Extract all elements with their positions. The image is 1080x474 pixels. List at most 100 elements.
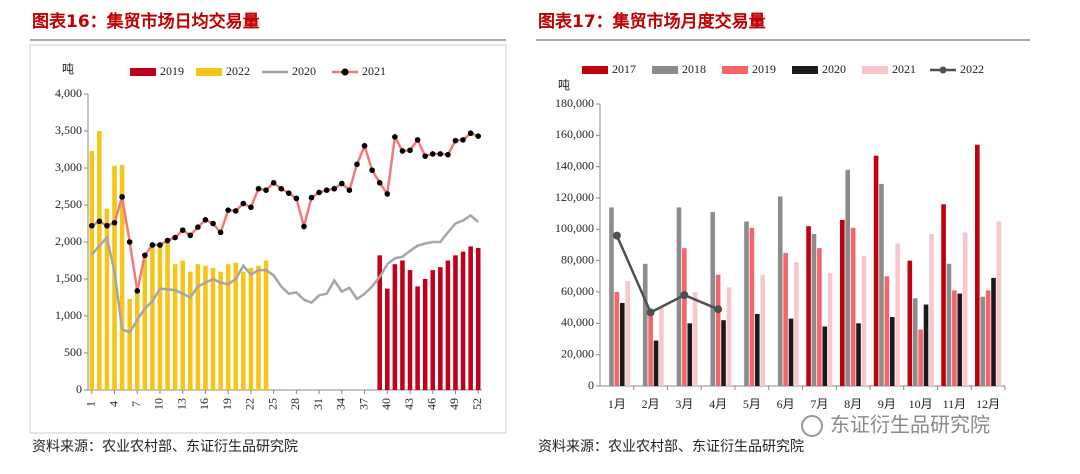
bar	[653, 340, 659, 386]
x-tick-label: 12月	[976, 397, 1000, 411]
bar	[127, 298, 132, 390]
bar	[884, 276, 890, 386]
bar	[692, 292, 698, 386]
legend-swatch	[582, 66, 608, 74]
marker	[680, 291, 689, 300]
bar	[907, 260, 913, 386]
marker	[195, 224, 201, 230]
bar	[687, 323, 693, 386]
bar	[241, 271, 246, 390]
bar	[952, 290, 957, 386]
bar	[438, 267, 443, 390]
y-tick-label: 1,500	[55, 271, 82, 285]
legend-label: 2022	[960, 62, 984, 76]
bar	[97, 131, 102, 390]
bar	[165, 238, 170, 390]
bar	[233, 262, 239, 390]
y-tick-label: 3,000	[55, 160, 82, 174]
marker	[422, 153, 428, 159]
marker	[414, 137, 421, 143]
y-tick-label: 1,000	[55, 308, 82, 322]
bar	[256, 265, 261, 390]
x-tick-label: 28	[288, 398, 302, 410]
chart-title: 图表17：集贸市场月度交易量	[538, 11, 766, 32]
bar	[788, 318, 794, 386]
bar	[817, 248, 822, 386]
bar	[957, 293, 963, 386]
bar	[941, 204, 946, 386]
legend-label: 2020	[822, 62, 846, 76]
marker	[210, 220, 216, 227]
marker	[714, 305, 723, 314]
marker	[126, 239, 133, 245]
line	[91, 131, 479, 292]
x-tick-label: 13	[174, 398, 188, 410]
marker	[346, 187, 353, 193]
bar	[946, 263, 952, 386]
y-tick-label: 0	[76, 382, 82, 396]
marker	[369, 167, 375, 174]
legend-swatch	[792, 66, 818, 74]
bar	[188, 271, 193, 390]
y-tick-label: 4,000	[55, 86, 82, 100]
x-tick-label: 4	[106, 401, 120, 407]
marker	[111, 219, 118, 226]
bar	[861, 255, 867, 386]
bar	[415, 286, 420, 390]
legend-label: 2019	[752, 62, 776, 76]
marker	[460, 137, 466, 143]
bar	[659, 307, 664, 386]
bar	[715, 274, 721, 386]
x-tick-label: 8月	[844, 397, 862, 411]
line	[90, 213, 480, 334]
x-tick-label: 40	[379, 398, 393, 410]
marker	[255, 185, 262, 192]
watermark: 东证衍生品研究院	[830, 413, 990, 437]
bar	[760, 274, 765, 386]
line	[615, 235, 719, 315]
bar	[845, 169, 851, 386]
bar	[218, 271, 223, 390]
y-tick-label: 500	[64, 345, 82, 359]
legend-swatch	[722, 66, 748, 74]
marker	[646, 308, 655, 317]
bar	[157, 245, 163, 390]
y-tick-label: 140,000	[555, 158, 594, 172]
bar	[850, 227, 856, 386]
bar	[422, 279, 428, 390]
legend-label: 2021	[362, 64, 386, 78]
y-axis-label: 吨	[62, 62, 74, 76]
bar	[392, 264, 398, 390]
marker	[612, 231, 621, 240]
x-tick-label: 7	[129, 401, 143, 407]
watermark-logo	[801, 415, 823, 437]
marker	[399, 148, 406, 154]
bar	[619, 302, 625, 386]
bar	[377, 255, 382, 390]
bar	[142, 256, 148, 390]
source: 资料来源：农业农村部、东证衍生品研究院	[538, 439, 804, 455]
marker	[361, 143, 368, 149]
x-tick-label: 37	[356, 398, 370, 410]
legend-marker	[939, 66, 947, 74]
bar	[726, 287, 732, 386]
legend-swatch	[130, 68, 156, 76]
x-tick-label: 2月	[642, 397, 660, 411]
marker	[452, 137, 459, 144]
legend-swatch	[652, 66, 678, 74]
bar	[744, 221, 749, 386]
bar	[400, 260, 405, 390]
marker	[232, 208, 239, 214]
marker	[225, 207, 231, 213]
marker	[323, 187, 330, 193]
bar	[985, 290, 991, 386]
y-tick-label: 60,000	[561, 284, 594, 298]
y-tick-label: 2,500	[55, 197, 82, 211]
bar	[263, 260, 269, 390]
x-tick-label: 49	[447, 398, 461, 410]
bar	[923, 304, 929, 386]
bar	[777, 196, 783, 386]
marker	[278, 185, 285, 192]
marker	[270, 180, 277, 186]
x-tick-label: 52	[470, 398, 484, 410]
